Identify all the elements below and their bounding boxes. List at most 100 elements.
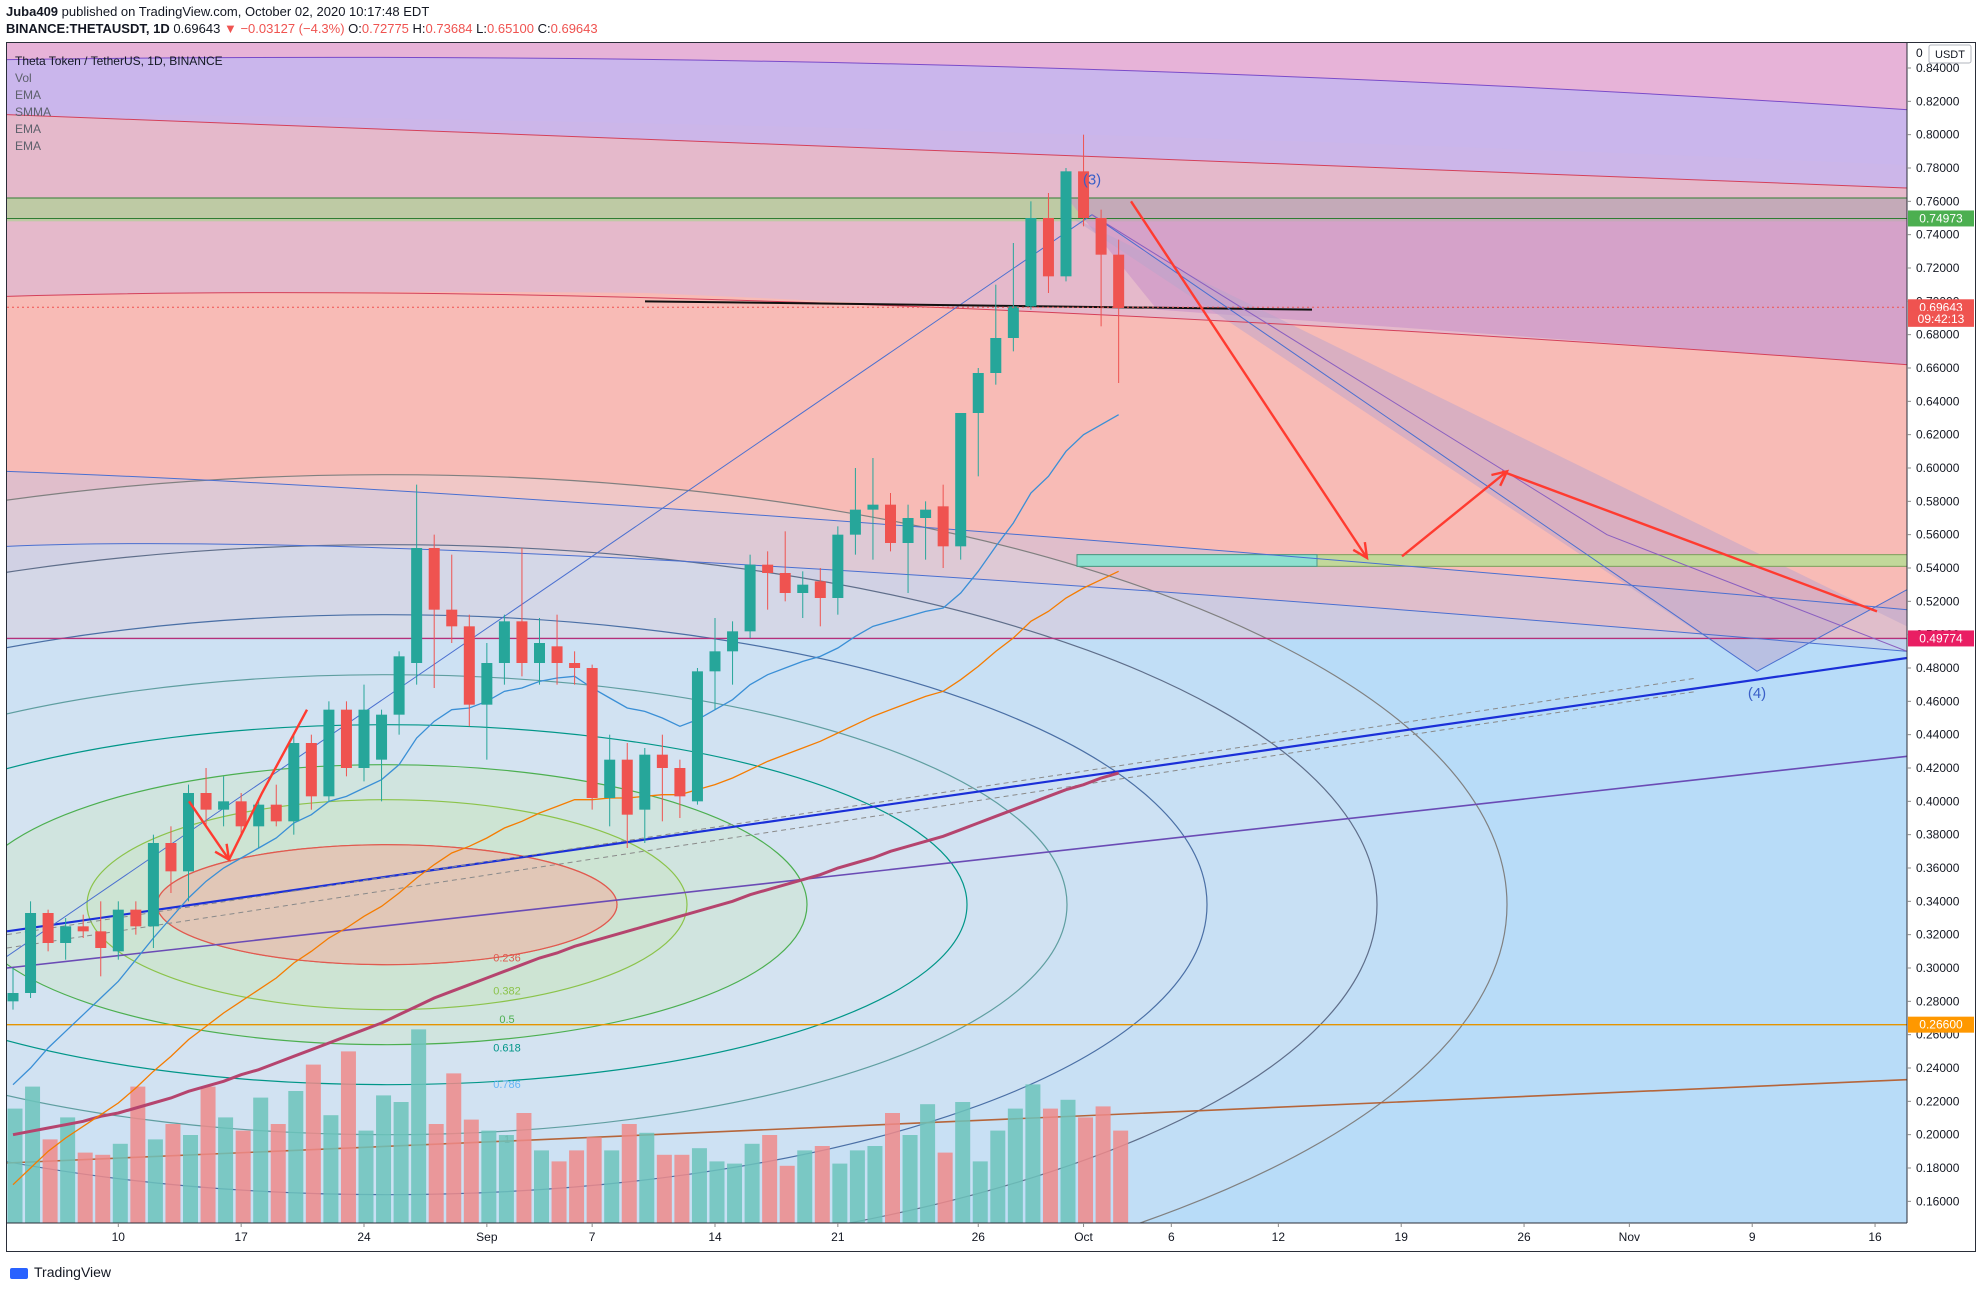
candle[interactable] [1042,193,1054,293]
volume-bar [42,1139,58,1223]
candle[interactable] [183,784,194,902]
candle-body [621,759,633,815]
candle-body [288,743,300,822]
candle[interactable] [849,468,861,555]
candle[interactable] [604,734,616,827]
legend-ema-2[interactable]: EMA [15,122,42,136]
candle[interactable] [1078,134,1090,227]
candle[interactable] [42,909,54,952]
candle[interactable] [305,734,317,810]
candle[interactable] [77,914,89,938]
volume-bar [569,1150,585,1223]
candle[interactable] [323,701,335,802]
zone-purple-wedge [1067,198,1907,365]
tradingview-logo[interactable]: TradingView [10,1264,111,1280]
candle[interactable] [814,568,826,627]
candle[interactable] [7,968,19,1010]
candle[interactable] [569,651,581,685]
volume-bar [744,1143,760,1223]
candle[interactable] [376,709,388,802]
candle-body [990,338,1002,373]
arc-line [7,56,1907,111]
candle[interactable] [147,834,159,948]
projection-arrow-down [1129,200,1369,559]
price-badge[interactable] [1908,210,1974,227]
candle[interactable] [639,748,651,843]
price-tick-label: 0.80000 [1916,128,1960,142]
candle[interactable] [709,618,721,710]
candle[interactable] [551,614,563,685]
legend-volume[interactable]: Vol [15,71,32,85]
legend-smma[interactable]: SMMA [15,105,51,119]
volume-bar [358,1130,374,1223]
zone-blue-grey [7,543,1907,652]
price-chart[interactable]: 0.2360.3820.50.6180.7861(3)(4)0.160000.1… [7,43,1975,1251]
candle[interactable] [779,531,791,602]
candle[interactable] [937,484,949,568]
candle[interactable] [586,664,598,810]
candle[interactable] [1113,239,1125,383]
candle[interactable] [498,614,510,685]
candle[interactable] [762,551,774,610]
candle[interactable] [902,504,914,593]
chart-frame[interactable]: 0.2360.3820.50.6180.7861(3)(4)0.160000.1… [6,42,1976,1252]
candle[interactable] [955,413,967,560]
candle[interactable] [534,618,545,685]
candle[interactable] [446,554,458,643]
candle[interactable] [832,526,844,615]
candle[interactable] [990,284,1002,385]
candle[interactable] [885,493,896,552]
candle[interactable] [25,901,37,998]
volume-bar [691,1148,707,1223]
candle[interactable] [1060,168,1072,282]
candle[interactable] [656,734,668,822]
candle[interactable] [867,458,879,560]
candle[interactable] [340,701,352,777]
ema-short-line [12,414,1119,1086]
price-tick-label: 0.76000 [1916,194,1960,208]
candle[interactable] [797,571,809,618]
candle[interactable] [200,768,212,827]
candle[interactable] [165,826,177,893]
candle[interactable] [744,554,756,638]
candle[interactable] [691,668,703,805]
candle[interactable] [60,918,72,960]
candle[interactable] [1095,209,1107,327]
candle[interactable] [253,801,265,848]
candle[interactable] [972,368,984,477]
price-tick-label: 0.56000 [1916,528,1960,542]
currency-box[interactable] [1928,44,1972,64]
candle[interactable] [1007,243,1019,352]
volume-bar [709,1161,725,1223]
candle[interactable] [112,901,124,960]
candle[interactable] [393,651,405,735]
candle[interactable] [411,484,423,685]
candle[interactable] [1025,201,1037,310]
legend-ema-3[interactable]: EMA [15,139,42,153]
candle[interactable] [218,776,230,827]
wave4-projection [1091,214,1907,672]
legend-ema-1[interactable]: EMA [15,88,42,102]
candle[interactable] [428,534,440,688]
volume-bar [832,1163,848,1223]
candle[interactable] [358,684,370,782]
price-tick-label: 0.28000 [1916,994,1960,1008]
candle[interactable] [621,743,633,848]
price-badge[interactable] [1908,1016,1974,1033]
candle[interactable] [481,643,493,760]
candle[interactable] [235,793,247,835]
candle[interactable] [727,621,739,685]
candle[interactable] [920,501,932,560]
candle[interactable] [270,784,282,827]
candle[interactable] [516,548,528,677]
candle[interactable] [288,734,300,835]
price-badge[interactable] [1908,630,1974,647]
volume-bar [428,1124,444,1223]
candle[interactable] [130,901,142,935]
dashed-channel-upper [7,677,1698,936]
price-badge[interactable] [1908,310,1974,327]
author-name[interactable]: Juba409 [6,4,59,19]
candle[interactable] [674,759,686,818]
candle[interactable] [463,614,475,727]
candle[interactable] [95,901,107,977]
